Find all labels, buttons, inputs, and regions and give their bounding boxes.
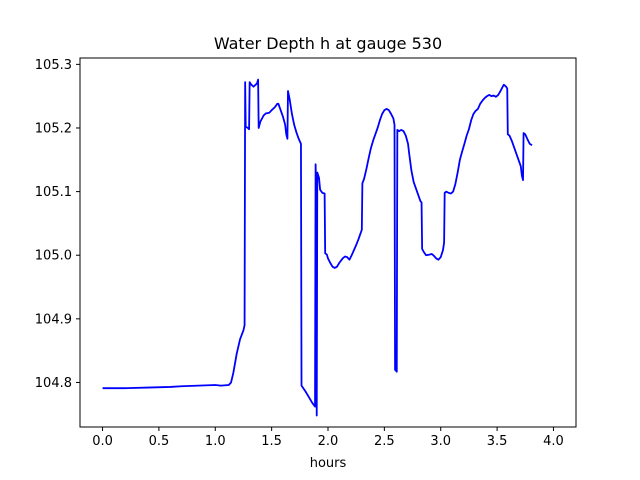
- x-tick-label: 1.5: [261, 434, 282, 449]
- y-tick-label: 104.8: [35, 376, 72, 391]
- x-tick-label: 0.5: [149, 434, 170, 449]
- series-line-0: [102, 78, 533, 417]
- y-axis-ticks: 104.8 104.9 105.0 105.1 105.2 105.3: [35, 58, 80, 391]
- y-tick-label: 105.0: [35, 249, 72, 264]
- chart-title: Water Depth h at gauge 530: [214, 34, 442, 53]
- y-tick-label: 104.9: [35, 312, 72, 327]
- x-tick-label: 3.0: [430, 434, 451, 449]
- x-tick-label: 2.5: [374, 434, 395, 449]
- x-tick-label: 4.0: [543, 434, 564, 449]
- y-tick-label: 105.3: [35, 58, 72, 73]
- x-tick-label: 3.5: [487, 434, 508, 449]
- x-axis-label: hours: [310, 456, 347, 471]
- y-tick-label: 105.1: [35, 185, 72, 200]
- series-layer: [102, 78, 533, 417]
- x-axis-ticks: 0.0 0.5 1.0 1.5 2.0 2.5 3.0 3.5 4.0: [92, 427, 564, 449]
- y-tick-label: 105.2: [35, 121, 72, 136]
- x-tick-label: 1.0: [205, 434, 226, 449]
- plot-area-frame: [79, 57, 577, 428]
- x-tick-label: 0.0: [92, 434, 113, 449]
- x-tick-label: 2.0: [318, 434, 339, 449]
